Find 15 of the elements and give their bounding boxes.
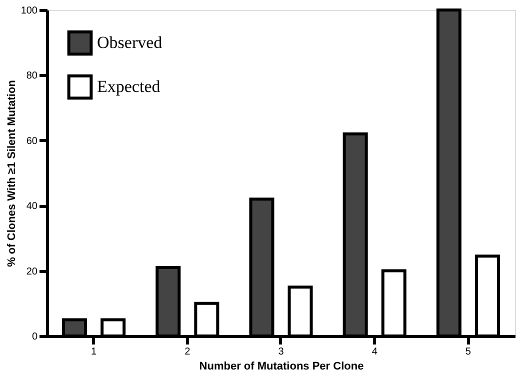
y-tick-label: 100 <box>20 6 38 16</box>
y-tick-label: 60 <box>26 136 38 147</box>
legend-label: Expected <box>97 77 161 96</box>
x-axis-title: Number of Mutations Per Clone <box>199 360 364 372</box>
x-tick-label: 4 <box>372 346 378 358</box>
x-tick-label: 1 <box>91 346 98 358</box>
legend-label: Observed <box>97 33 163 52</box>
y-tick-label: 0 <box>32 332 38 342</box>
y-tick-label: 40 <box>26 201 38 212</box>
x-tick-label: 2 <box>184 346 191 358</box>
x-tick-label: 3 <box>278 346 284 358</box>
y-tick-label: 20 <box>26 266 38 278</box>
y-tick-label: 80 <box>26 70 38 82</box>
y-axis-title: % of Clones With ≥1 Silent Mutation <box>6 80 18 267</box>
x-tick-label: 5 <box>465 346 472 358</box>
